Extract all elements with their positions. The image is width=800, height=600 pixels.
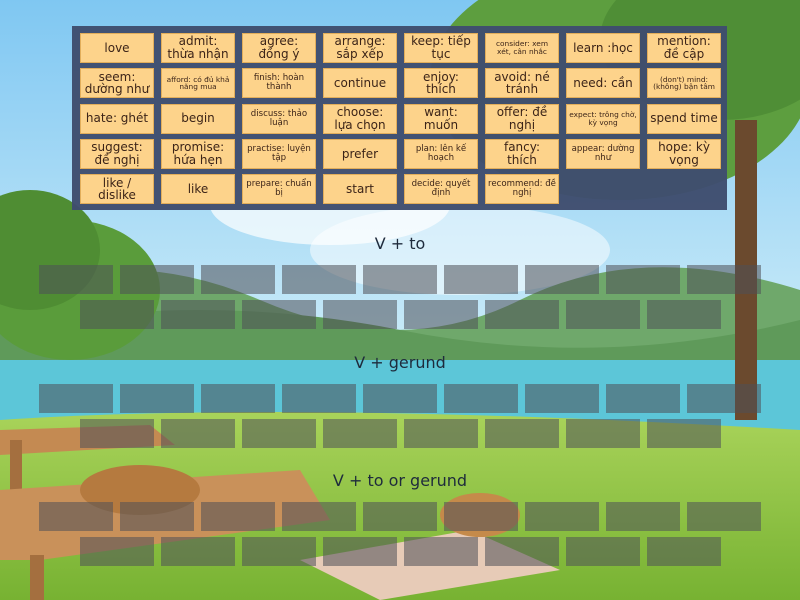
- drop-slot-v-to[interactable]: [687, 265, 761, 294]
- drop-slot-v-to-or-gerund[interactable]: [606, 502, 680, 531]
- word-tile[interactable]: admit: thừa nhận: [161, 33, 235, 63]
- drop-slot-v-to-or-gerund[interactable]: [525, 502, 599, 531]
- drop-slot-v-to-or-gerund[interactable]: [120, 502, 194, 531]
- drop-slot-v-gerund[interactable]: [80, 419, 154, 448]
- word-tile[interactable]: like: [161, 174, 235, 205]
- drop-slot-v-to-or-gerund[interactable]: [444, 502, 518, 531]
- word-tile[interactable]: like / dislike: [80, 174, 154, 205]
- drop-slot-v-to[interactable]: [120, 265, 194, 294]
- word-tile[interactable]: avoid: né tránh: [485, 68, 559, 99]
- drop-slot-v-gerund[interactable]: [525, 384, 599, 413]
- word-tile[interactable]: begin: [161, 103, 235, 134]
- word-tile[interactable]: fancy: thích: [485, 138, 559, 169]
- drop-slot-v-to-or-gerund[interactable]: [566, 537, 640, 566]
- word-tile[interactable]: need: cần: [566, 68, 640, 99]
- word-tile[interactable]: decide: quyết định: [404, 174, 478, 205]
- drop-slot-v-gerund[interactable]: [363, 384, 437, 413]
- word-tile[interactable]: suggest: đề nghị: [80, 138, 154, 169]
- word-tile[interactable]: hate: ghét: [80, 103, 154, 134]
- drop-slot-v-to[interactable]: [80, 300, 154, 329]
- drop-slot-v-gerund[interactable]: [242, 419, 316, 448]
- drop-slot-v-to[interactable]: [363, 265, 437, 294]
- drop-slot-v-to[interactable]: [485, 300, 559, 329]
- word-tile[interactable]: enjoy: thích: [404, 68, 478, 99]
- word-tile[interactable]: finish: hoàn thành: [242, 68, 316, 99]
- word-tile[interactable]: spend time: [647, 103, 721, 134]
- word-tile[interactable]: prefer: [323, 138, 397, 169]
- drop-slot-v-to[interactable]: [282, 265, 356, 294]
- drop-slot-v-to[interactable]: [201, 265, 275, 294]
- group-heading-v-gerund: V + gerund: [354, 353, 446, 372]
- drop-slot-v-to-or-gerund[interactable]: [687, 502, 761, 531]
- drop-slot-v-gerund[interactable]: [485, 419, 559, 448]
- drop-slot-v-to[interactable]: [444, 265, 518, 294]
- drop-slot-v-gerund[interactable]: [566, 419, 640, 448]
- word-tile[interactable]: offer: đề nghị: [485, 103, 559, 134]
- drop-slot-v-to-or-gerund[interactable]: [404, 537, 478, 566]
- word-tile[interactable]: continue: [323, 68, 397, 99]
- word-tile[interactable]: choose: lựa chọn: [323, 103, 397, 134]
- word-tile[interactable]: promise: hứa hẹn: [161, 138, 235, 169]
- word-tile[interactable]: arrange: sắp xếp: [323, 33, 397, 63]
- drop-slot-v-to-or-gerund[interactable]: [242, 537, 316, 566]
- drop-slot-v-to-or-gerund[interactable]: [485, 537, 559, 566]
- word-tile[interactable]: agree: đồng ý: [242, 33, 316, 63]
- drop-slot-v-to-or-gerund[interactable]: [363, 502, 437, 531]
- drop-slot-v-to-or-gerund[interactable]: [647, 537, 721, 566]
- word-tile[interactable]: discuss: thảo luận: [242, 103, 316, 134]
- word-tile[interactable]: hope: kỳ vọng: [647, 138, 721, 169]
- drop-slot-v-gerund[interactable]: [39, 384, 113, 413]
- word-tile[interactable]: (don't) mind: (không) bận tâm: [647, 68, 721, 99]
- word-tile[interactable]: want: muốn: [404, 103, 478, 134]
- drop-slot-v-gerund[interactable]: [161, 419, 235, 448]
- drop-slot-v-to[interactable]: [606, 265, 680, 294]
- word-tile[interactable]: love: [80, 33, 154, 63]
- word-tile[interactable]: seem: dường như: [80, 68, 154, 99]
- drop-slot-v-gerund[interactable]: [647, 419, 721, 448]
- drop-slot-v-to[interactable]: [39, 265, 113, 294]
- drop-slot-v-gerund[interactable]: [282, 384, 356, 413]
- group-heading-v-to-or-gerund: V + to or gerund: [332, 471, 468, 490]
- word-tile[interactable]: prepare: chuẩn bị: [242, 174, 316, 205]
- drop-slot-v-to-or-gerund[interactable]: [323, 537, 397, 566]
- drop-slot-v-gerund[interactable]: [687, 384, 761, 413]
- word-tile[interactable]: afford: có đủ khả năng mua: [161, 68, 235, 99]
- word-tile[interactable]: plan: lên kế hoạch: [404, 138, 478, 169]
- word-tile[interactable]: expect: trông chờ, kỳ vọng: [566, 103, 640, 134]
- drop-slot-v-gerund[interactable]: [444, 384, 518, 413]
- drop-slot-v-to-or-gerund[interactable]: [80, 537, 154, 566]
- drop-slot-v-to[interactable]: [566, 300, 640, 329]
- word-tile[interactable]: learn :học: [566, 33, 640, 63]
- drop-slot-v-to-or-gerund[interactable]: [161, 537, 235, 566]
- word-tile[interactable]: practise: luyện tập: [242, 138, 316, 169]
- drop-slot-v-to-or-gerund[interactable]: [201, 502, 275, 531]
- drop-slot-v-to[interactable]: [323, 300, 397, 329]
- drop-slot-v-to[interactable]: [161, 300, 235, 329]
- drop-slot-v-to[interactable]: [647, 300, 721, 329]
- group-heading-v-to: V + to: [374, 234, 426, 253]
- drop-slot-v-to[interactable]: [404, 300, 478, 329]
- word-tile[interactable]: consider: xem xét, cân nhắc: [485, 33, 559, 63]
- drop-slot-v-to-or-gerund[interactable]: [282, 502, 356, 531]
- word-tile[interactable]: start: [323, 174, 397, 205]
- drop-slot-v-gerund[interactable]: [120, 384, 194, 413]
- drop-slot-v-gerund[interactable]: [404, 419, 478, 448]
- word-tile[interactable]: mention: đề cập: [647, 33, 721, 63]
- drop-slot-v-to[interactable]: [525, 265, 599, 294]
- drop-slot-v-gerund[interactable]: [201, 384, 275, 413]
- word-tile[interactable]: appear: dường như: [566, 138, 640, 169]
- word-tile[interactable]: recommend: đề nghị: [485, 174, 559, 205]
- word-tile[interactable]: keep: tiếp tục: [404, 33, 478, 63]
- drop-slot-v-to-or-gerund[interactable]: [39, 502, 113, 531]
- drop-slot-v-gerund[interactable]: [606, 384, 680, 413]
- drop-slot-v-gerund[interactable]: [323, 419, 397, 448]
- drop-slot-v-to[interactable]: [242, 300, 316, 329]
